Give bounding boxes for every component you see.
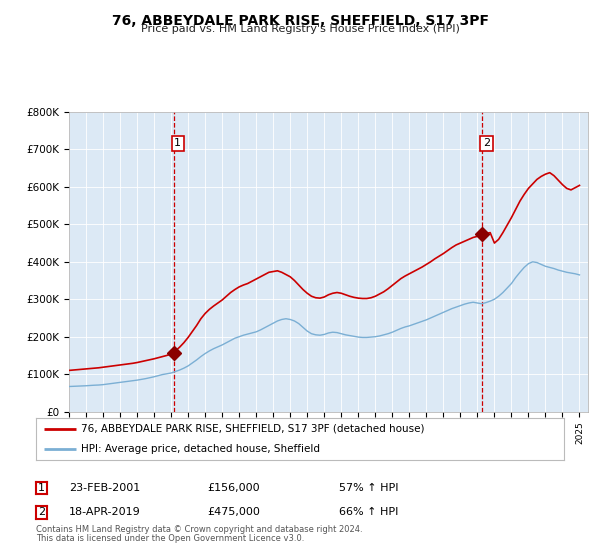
Text: 1: 1 — [38, 483, 45, 493]
Text: 76, ABBEYDALE PARK RISE, SHEFFIELD, S17 3PF: 76, ABBEYDALE PARK RISE, SHEFFIELD, S17 … — [112, 14, 488, 28]
Text: Price paid vs. HM Land Registry's House Price Index (HPI): Price paid vs. HM Land Registry's House … — [140, 24, 460, 34]
Text: 1: 1 — [175, 138, 181, 148]
Text: 66% ↑ HPI: 66% ↑ HPI — [339, 507, 398, 517]
Text: Contains HM Land Registry data © Crown copyright and database right 2024.: Contains HM Land Registry data © Crown c… — [36, 525, 362, 534]
Text: 18-APR-2019: 18-APR-2019 — [69, 507, 141, 517]
Text: 2: 2 — [38, 507, 45, 517]
Text: HPI: Average price, detached house, Sheffield: HPI: Average price, detached house, Shef… — [81, 444, 320, 454]
Text: £475,000: £475,000 — [207, 507, 260, 517]
Text: 2: 2 — [483, 138, 490, 148]
Text: This data is licensed under the Open Government Licence v3.0.: This data is licensed under the Open Gov… — [36, 534, 304, 543]
Text: 76, ABBEYDALE PARK RISE, SHEFFIELD, S17 3PF (detached house): 76, ABBEYDALE PARK RISE, SHEFFIELD, S17 … — [81, 424, 424, 434]
Text: 23-FEB-2001: 23-FEB-2001 — [69, 483, 140, 493]
Text: 57% ↑ HPI: 57% ↑ HPI — [339, 483, 398, 493]
Text: £156,000: £156,000 — [207, 483, 260, 493]
